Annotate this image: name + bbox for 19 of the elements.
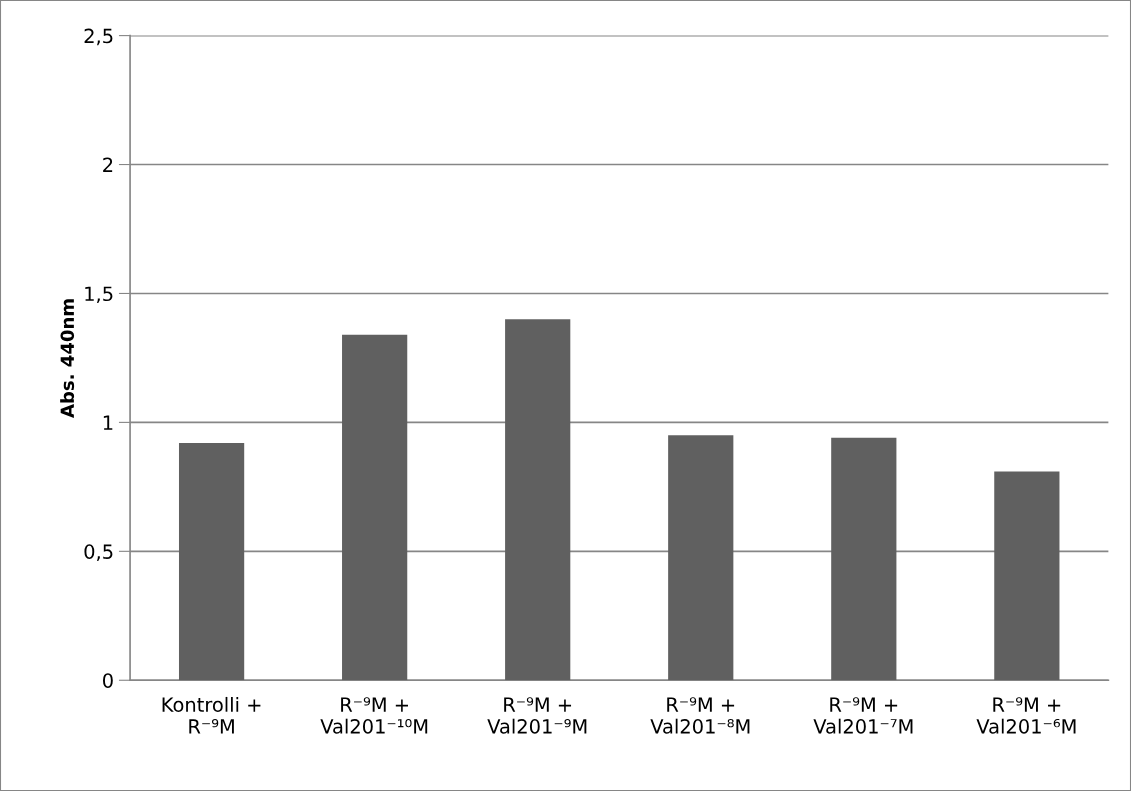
x-tick-label: R⁻⁹M + Val201⁻⁷M <box>813 697 913 734</box>
x-tick-label: R⁻⁹M + Val201⁻⁶M <box>976 697 1076 734</box>
bar <box>342 334 408 681</box>
bar <box>668 435 734 681</box>
bar <box>505 319 571 681</box>
bar <box>831 437 897 681</box>
bar <box>178 443 245 681</box>
y-axis-title: Abs. 440nm <box>60 299 75 418</box>
y-tick-label: 0,5 <box>84 544 113 561</box>
bar <box>994 471 1060 681</box>
x-tick-label: R⁻⁹M + Val201⁻¹⁰M <box>320 697 428 734</box>
x-tick-label: R⁻⁹M + Val201⁻⁹M <box>487 697 587 734</box>
y-tick-label: 1 <box>103 415 113 430</box>
y-tick-label: 0 <box>103 673 113 688</box>
y-tick-label: 1,5 <box>85 286 113 304</box>
y-tick-label: 2,5 <box>84 28 113 46</box>
y-tick-label: 2 <box>103 157 113 172</box>
x-tick-label: R⁻⁹M + Val201⁻⁸M <box>650 697 750 734</box>
x-tick-label: Kontrolli + R⁻⁹M <box>162 696 261 734</box>
